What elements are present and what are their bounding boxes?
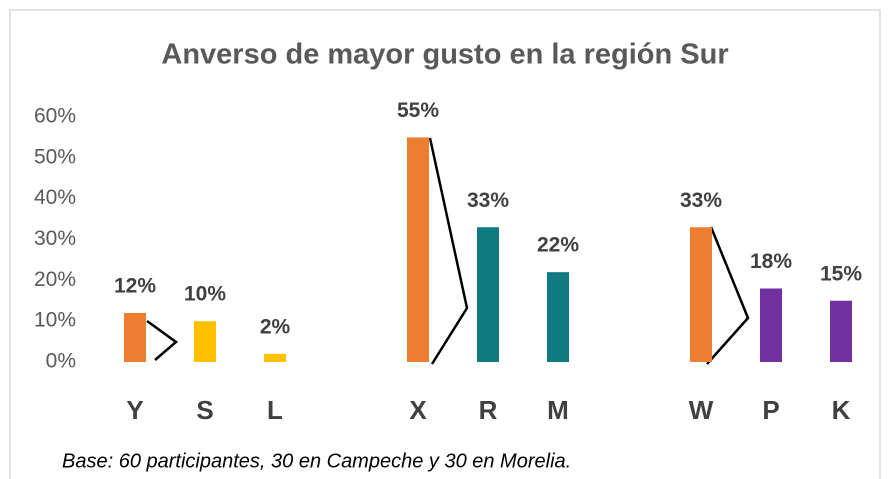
x-tick-label: Y	[126, 395, 143, 425]
value-label: 10%	[184, 283, 226, 306]
y-tick-label: 10%	[34, 309, 76, 332]
bracket	[146, 319, 179, 361]
y-tick-label: 60%	[34, 105, 76, 128]
x-tick-label: W	[689, 395, 714, 425]
bar	[760, 288, 782, 362]
y-tick-label: 50%	[34, 145, 76, 168]
x-tick-label: P	[762, 395, 779, 425]
bar	[547, 272, 569, 362]
value-label: 12%	[114, 275, 156, 298]
bracket	[428, 137, 469, 365]
bar	[264, 353, 286, 362]
y-tick-label: 40%	[34, 186, 76, 209]
y-tick-label: 0%	[46, 350, 76, 373]
value-label: 18%	[750, 250, 792, 273]
chart-border	[9, 9, 881, 479]
value-label: 22%	[537, 234, 579, 257]
chart-title: Anverso de mayor gusto en la región Sur	[161, 39, 728, 71]
y-tick-label: 20%	[34, 268, 76, 291]
bar	[830, 300, 852, 362]
x-tick-label: L	[267, 395, 283, 425]
bar	[407, 137, 429, 362]
bar	[124, 313, 146, 362]
x-tick-label: M	[547, 395, 569, 425]
bracket	[706, 226, 750, 365]
footnote: Base: 60 participantes, 30 en Campeche y…	[62, 450, 571, 472]
x-tick-label: S	[196, 395, 213, 425]
bar	[690, 227, 712, 362]
x-tick-label: R	[479, 395, 498, 425]
value-label: 55%	[397, 99, 439, 122]
value-label: 15%	[820, 262, 862, 285]
x-tick-label: X	[409, 395, 427, 425]
value-label: 2%	[260, 315, 291, 338]
bar	[194, 321, 216, 362]
value-label: 33%	[467, 189, 509, 212]
bar	[477, 227, 499, 362]
value-label: 33%	[680, 189, 722, 212]
y-tick-label: 30%	[34, 227, 76, 250]
x-tick-label: K	[832, 395, 851, 425]
